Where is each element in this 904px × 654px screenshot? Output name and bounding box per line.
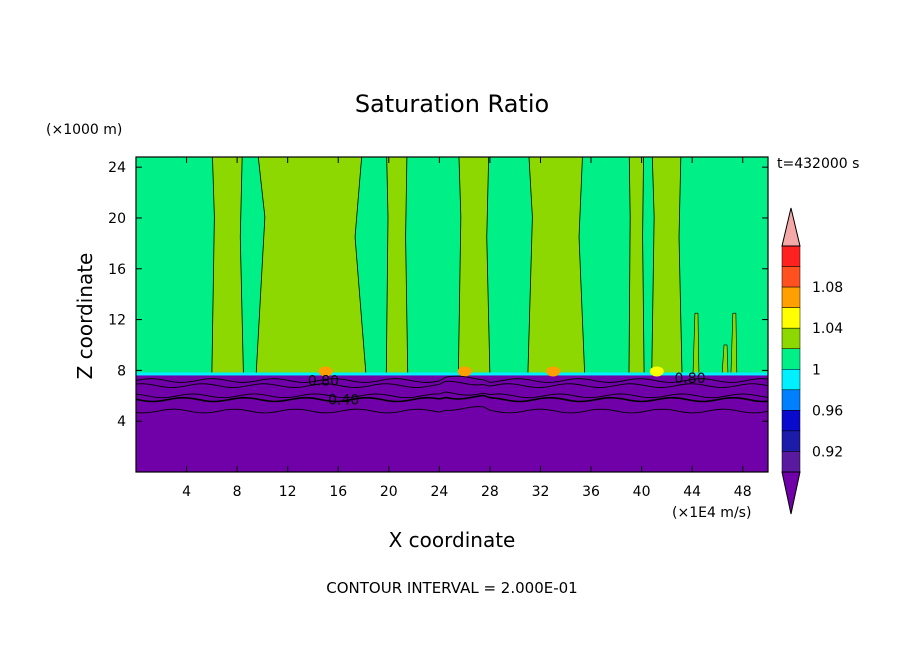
time-label: t=432000 s (777, 156, 859, 172)
x-tick-label: 28 (481, 484, 499, 500)
contour-line (135, 380, 769, 388)
y-tick-label: 24 (108, 160, 126, 176)
colorbar-segment (781, 410, 801, 432)
x-tick-label: 24 (430, 484, 448, 500)
y-unit-label: (×1000 m) (46, 122, 122, 138)
x-tick-label: 16 (329, 484, 347, 500)
colorbar-segment (781, 307, 801, 329)
colorbar-segment (781, 430, 801, 452)
contour-line (135, 391, 769, 399)
y-tick-label: 12 (108, 313, 126, 329)
y-tick-label: 20 (108, 211, 126, 227)
colorbar-tick-label: 1.08 (812, 280, 843, 296)
colorbar-segment (781, 389, 801, 411)
colorbar-segment (781, 286, 801, 308)
x-tick-label: 12 (279, 484, 297, 500)
x-unit-label: (×1E4 m/s) (672, 505, 751, 521)
colorbar-segment (781, 327, 801, 349)
colorbar-tick-label: 1.04 (812, 321, 843, 337)
x-tick-label: 8 (233, 484, 242, 500)
y-tick-label: 4 (117, 414, 126, 430)
x-tick-label: 36 (582, 484, 600, 500)
x-tick-label: 44 (683, 484, 701, 500)
contour-label: 0.80 (674, 371, 705, 387)
colorbar-segment (781, 266, 801, 288)
x-tick-label: 48 (734, 484, 752, 500)
plot-frame (135, 156, 769, 473)
contour-line (135, 375, 769, 383)
colorbar-tick-label: 0.92 (812, 444, 843, 460)
y-axis-ticks: 4 8 12 16 20 24 (108, 160, 768, 430)
contour-line (135, 406, 769, 414)
x-tick-label: 32 (532, 484, 550, 500)
x-tick-label: 40 (633, 484, 651, 500)
supersaturation-peak (649, 366, 664, 377)
supersaturated-column (651, 156, 683, 376)
chart-title: Saturation Ratio (355, 90, 549, 118)
colorbar-tick-label: 1 (812, 362, 821, 378)
supersaturated-column (457, 156, 491, 376)
y-tick-label: 8 (117, 363, 126, 379)
supersaturation-peak (546, 366, 561, 377)
contour-line (135, 394, 769, 403)
contour-label: 0.40 (328, 393, 359, 409)
y-axis-label: Z coordinate (73, 253, 97, 380)
y-tick-label: 16 (108, 262, 126, 278)
x-tick-label: 4 (182, 484, 191, 500)
supersaturated-column (385, 156, 409, 376)
colorbar-segment (781, 369, 801, 391)
x-axis-ticks: 4 8 12 16 20 24 28 32 36 40 44 48 (182, 157, 752, 500)
colorbar-over-arrow (781, 207, 801, 247)
supersaturated-column (211, 156, 244, 376)
colorbar-segment (781, 245, 801, 267)
colorbar-under-arrow (781, 471, 801, 515)
supersaturated-column (255, 156, 367, 376)
cloud-base-rim (136, 372, 768, 377)
subsaturated-region (136, 375, 768, 472)
plot-area: 0.80 0.40 0.80 (135, 156, 769, 473)
supersaturation-peak (457, 366, 472, 377)
colorbar-tick-label: 0.96 (812, 403, 843, 419)
contour-interval-footer: CONTOUR INTERVAL = 2.000E-01 (326, 579, 577, 597)
supersaturated-column (628, 156, 645, 376)
x-tick-label: 20 (380, 484, 398, 500)
supersaturated-column (527, 156, 586, 376)
supersaturation-peak (318, 366, 333, 377)
contour-label: 0.80 (308, 374, 339, 390)
x-axis-label: X coordinate (389, 528, 516, 552)
colorbar: 0.92 0.96 1 1.04 1.08 (781, 207, 843, 515)
colorbar-segment (781, 451, 801, 473)
colorbar-segment (781, 348, 801, 370)
